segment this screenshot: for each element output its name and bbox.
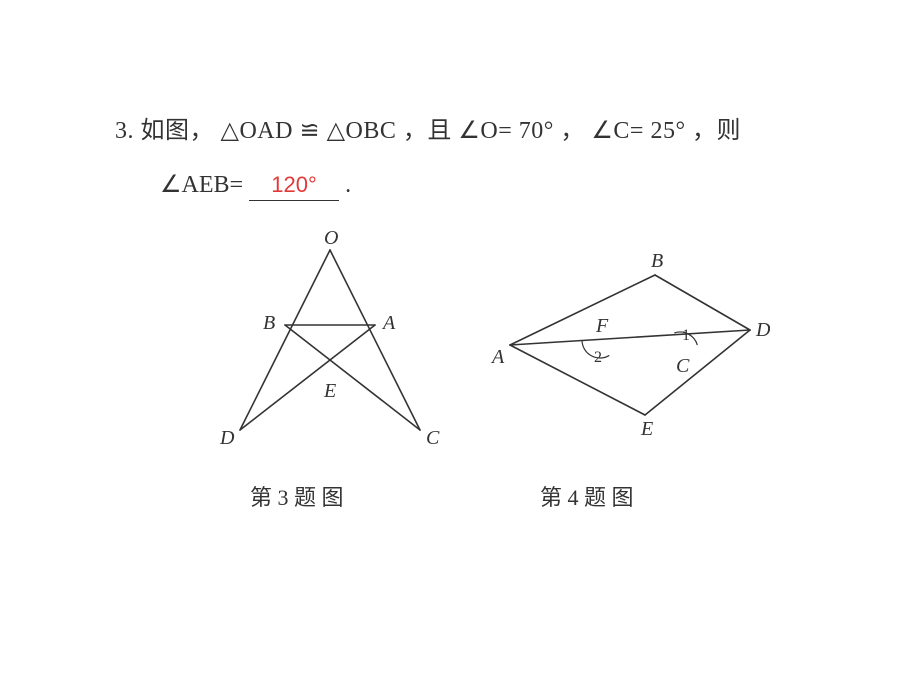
answer-underline — [249, 200, 339, 201]
congruent-symbol: ≌ — [299, 118, 320, 144]
problem-number: 3. — [115, 118, 134, 144]
triangle-obc: △OBC — [327, 118, 397, 144]
angle-c-value: 25° — [650, 118, 685, 144]
svg-text:B: B — [263, 312, 275, 334]
period: . — [345, 172, 351, 198]
figure-4-svg: A B D E F C 1 2 — [490, 250, 770, 440]
svg-text:A: A — [381, 312, 396, 334]
svg-text:C: C — [426, 427, 440, 449]
figures-row: O A B E D C A B D E F C 1 2 第 3 题 图 第 4 题 图 — [0, 220, 920, 520]
svg-text:E: E — [640, 418, 653, 440]
svg-text:B: B — [651, 250, 663, 272]
svg-text:1: 1 — [682, 327, 690, 344]
text-segment: ，则 — [692, 118, 741, 144]
comma: ， — [560, 118, 585, 144]
figure-3-caption: 第 3 题 图 — [250, 480, 344, 512]
svg-text:A: A — [490, 346, 505, 368]
figure-3: O A B E D C — [210, 230, 450, 460]
text-segment: 如图， — [141, 118, 215, 144]
svg-text:D: D — [219, 427, 235, 449]
page: 3. 如图， △OAD ≌ △OBC ，且 ∠O= 70° ， ∠C= 25° … — [0, 0, 920, 690]
problem-line-2: ∠AEB= 120° . — [160, 170, 351, 199]
angle-c-label: ∠C= — [591, 118, 644, 144]
angle-o-value: 70° — [519, 118, 554, 144]
angle-o-label: ∠O= — [458, 118, 512, 144]
text-segment: ，且 — [403, 118, 452, 144]
triangle-oad: △OAD — [221, 118, 293, 144]
figure-4-caption: 第 4 题 图 — [540, 480, 634, 512]
svg-text:C: C — [676, 355, 690, 377]
svg-text:E: E — [323, 380, 336, 402]
figure-4: A B D E F C 1 2 — [490, 250, 770, 440]
problem-line-1: 3. 如图， △OAD ≌ △OBC ，且 ∠O= 70° ， ∠C= 25° … — [115, 110, 741, 145]
svg-text:F: F — [595, 315, 609, 337]
svg-text:O: O — [324, 230, 338, 249]
answer-blank: 120° — [249, 172, 339, 199]
svg-text:D: D — [755, 319, 770, 341]
figure-3-svg: O A B E D C — [210, 230, 450, 460]
answer-value: 120° — [263, 172, 325, 197]
svg-text:2: 2 — [594, 349, 602, 366]
angle-aeb-label: ∠AEB= — [160, 172, 243, 198]
